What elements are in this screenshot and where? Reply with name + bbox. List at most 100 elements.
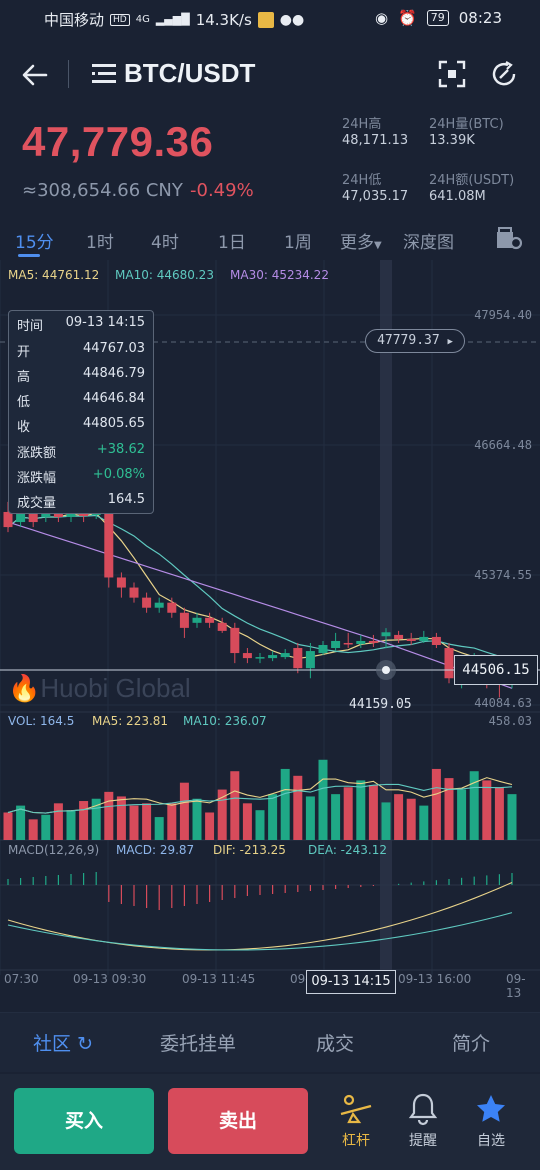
candle-body — [268, 655, 278, 659]
tab-orders[interactable]: 委托挂单 — [160, 1033, 237, 1055]
candle-body — [444, 648, 454, 679]
tab-15m[interactable]: 15分 — [15, 233, 54, 253]
volume-bar — [469, 771, 479, 840]
pair-title[interactable]: BTC/USDT — [124, 58, 256, 88]
candle-body — [419, 636, 429, 641]
candle-body — [394, 634, 404, 639]
candle-body — [3, 511, 13, 528]
volume-bar — [444, 778, 454, 840]
candle-body — [104, 511, 114, 578]
candle-body — [28, 509, 38, 523]
ma30-line — [7, 521, 513, 689]
ohlc-chg: +38.62 — [96, 442, 145, 457]
leverage-button[interactable]: 杠杆 — [326, 1088, 386, 1149]
tab-active-indicator — [18, 254, 40, 257]
chart-settings-icon[interactable] — [496, 226, 523, 255]
tab-4h[interactable]: 4时 — [151, 233, 179, 253]
sell-button[interactable]: 卖出 — [168, 1088, 308, 1154]
dea-line — [7, 912, 513, 951]
volume-bar — [406, 798, 416, 840]
alarm-icon: ⏰ — [398, 9, 417, 27]
last-price: 47,779.36 — [22, 118, 214, 165]
tab-more[interactable]: 更多▼ — [340, 228, 382, 253]
volume-bar — [331, 794, 341, 840]
price-cny: ≈308,654.66 CNY — [22, 180, 183, 201]
candle-body — [154, 602, 164, 608]
ma10-label: MA10: 44680.23 — [115, 268, 214, 282]
volume-bar — [419, 805, 429, 840]
candle-body — [116, 577, 126, 588]
candle-body — [167, 602, 177, 613]
scan-icon[interactable] — [438, 60, 466, 88]
kline-chart[interactable] — [0, 260, 540, 996]
alert-button[interactable]: 提醒 — [393, 1088, 453, 1149]
volume-bar — [507, 794, 517, 840]
bottom-section-tabs: 社区 ↻ 委托挂单 成交 简介 — [0, 1012, 540, 1072]
hd-badge: HD — [110, 13, 130, 26]
crosshair-time-tag: 09-13 14:15 — [306, 970, 396, 994]
volume-bar — [91, 798, 101, 840]
macd-label: MACD(12,26,9) — [8, 843, 100, 857]
eye-icon: ◉ — [374, 9, 389, 27]
price-axis-label: 46664.48 — [474, 438, 532, 452]
price-axis-label: 45374.55 — [474, 568, 532, 582]
ohlc-time: 09-13 14:15 — [65, 315, 145, 330]
tab-community[interactable]: 社区 ↻ — [33, 1029, 93, 1056]
candle-body — [205, 617, 215, 623]
high-24h-label: 24H高 — [342, 117, 382, 132]
ma5-line — [7, 512, 512, 675]
volume-bar — [192, 798, 202, 840]
low-marker-label: 44159.05 — [349, 697, 412, 712]
vol-ma5-label: MA5: 223.81 — [92, 714, 169, 728]
back-arrow-icon[interactable] — [20, 60, 50, 90]
ohlc-low: 44646.84 — [82, 391, 145, 406]
vol-axis-top: 458.03 — [488, 714, 532, 728]
menu-list-icon[interactable] — [92, 63, 116, 85]
candle-body — [331, 640, 341, 649]
tab-depth[interactable]: 深度图 — [403, 233, 454, 253]
time-axis-label: 07:30 — [4, 972, 39, 986]
candle-body — [230, 627, 240, 654]
star-icon — [477, 1095, 505, 1122]
volume-bar — [457, 789, 467, 840]
triangle-down-icon: ▼ — [374, 240, 382, 251]
watermark-text: Huobi Global — [40, 673, 191, 703]
volume-bar — [104, 791, 114, 840]
low-24h-value: 47,035.17 — [342, 189, 409, 204]
watchlist-button[interactable]: 自选 — [461, 1088, 521, 1149]
tab-intro[interactable]: 简介 — [452, 1033, 491, 1055]
volume-bar — [318, 759, 328, 840]
vol-ma10-line — [7, 783, 513, 814]
buy-button[interactable]: 买入 — [14, 1088, 154, 1154]
candle-body — [16, 506, 26, 523]
watchlist-label: 自选 — [477, 1133, 505, 1149]
timeframe-tabs: 15分 1时 4时 1日 1周 更多▼ 深度图 — [0, 222, 540, 258]
tab-trades[interactable]: 成交 — [316, 1033, 355, 1055]
refresh-icon[interactable] — [490, 60, 518, 88]
candle-body — [343, 642, 353, 645]
candle-body — [217, 622, 227, 631]
volume-bar — [431, 768, 441, 840]
current-price-tag[interactable]: 47779.37 ▶ — [365, 329, 465, 353]
tab-1d[interactable]: 1日 — [218, 233, 246, 253]
current-price-tag-value: 47779.37 — [377, 333, 440, 348]
tab-1w[interactable]: 1周 — [284, 233, 312, 253]
volume-bar — [381, 802, 391, 840]
volume-bar — [116, 796, 126, 840]
volume-bar — [167, 803, 177, 840]
vol-label: VOL: 164.5 — [8, 714, 75, 728]
dif-value: DIF: -213.25 — [213, 843, 286, 857]
wechat-icon: ●● — [279, 11, 305, 28]
volume-bar — [28, 819, 38, 840]
tab-more-label: 更多 — [340, 233, 374, 253]
huobi-logo-icon: 🔥 — [8, 673, 41, 703]
ohlc-high-label: 高 — [17, 370, 31, 385]
volume-bar — [154, 817, 164, 840]
refresh-icon: ↻ — [77, 1033, 93, 1055]
volume-bar — [368, 784, 378, 840]
ohlc-pct-label: 涨跌幅 — [17, 471, 57, 486]
volume-bar — [242, 803, 252, 840]
ma30-label: MA30: 45234.22 — [230, 268, 329, 282]
tab-1h[interactable]: 1时 — [86, 233, 114, 253]
candle-body — [192, 617, 202, 623]
